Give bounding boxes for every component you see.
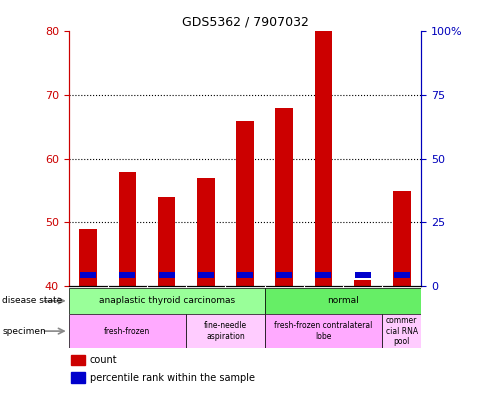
Bar (265, 314, 382, 348)
Text: fresh-frozen: fresh-frozen (104, 327, 150, 336)
Text: GSM1281639: GSM1281639 (319, 288, 328, 339)
Bar (69, 288, 265, 314)
Bar (158, 197, 175, 286)
Text: GSM1281640: GSM1281640 (358, 288, 367, 339)
Bar (236, 121, 254, 286)
Bar (198, 272, 214, 279)
Text: GSM1281643: GSM1281643 (241, 288, 249, 339)
Bar (71, 354, 85, 365)
Text: commer
cial RNA
pool: commer cial RNA pool (386, 316, 418, 346)
Bar (316, 272, 331, 279)
Bar (69, 314, 186, 348)
Bar (79, 229, 97, 286)
Bar (197, 178, 215, 286)
Text: specimen: specimen (2, 327, 46, 336)
Bar (159, 272, 174, 279)
Bar (394, 272, 410, 279)
Text: GSM1281642: GSM1281642 (201, 288, 210, 339)
Text: anaplastic thyroid carcinomas: anaplastic thyroid carcinomas (98, 296, 235, 305)
Text: GSM1281638: GSM1281638 (280, 288, 289, 339)
Bar (237, 272, 253, 279)
Text: GSM1281641: GSM1281641 (162, 288, 171, 339)
Bar (393, 191, 411, 286)
Bar (276, 272, 292, 279)
Text: disease state: disease state (2, 296, 63, 305)
Bar (382, 314, 421, 348)
Bar (355, 272, 370, 279)
Text: GSM1281644: GSM1281644 (397, 288, 406, 339)
Text: fresh-frozen contralateral
lobe: fresh-frozen contralateral lobe (274, 321, 372, 341)
Text: count: count (90, 355, 117, 365)
Bar (71, 373, 85, 383)
Bar (265, 288, 421, 314)
Bar (315, 31, 332, 286)
Text: GSM1281636: GSM1281636 (84, 288, 93, 339)
Bar (354, 280, 371, 286)
Text: GSM1281637: GSM1281637 (123, 288, 132, 339)
Title: GDS5362 / 7907032: GDS5362 / 7907032 (182, 16, 308, 29)
Bar (120, 272, 135, 279)
Bar (186, 314, 265, 348)
Bar (275, 108, 293, 286)
Text: normal: normal (327, 296, 359, 305)
Bar (80, 272, 96, 279)
Text: percentile rank within the sample: percentile rank within the sample (90, 373, 255, 383)
Bar (119, 171, 136, 286)
Text: fine-needle
aspiration: fine-needle aspiration (204, 321, 247, 341)
